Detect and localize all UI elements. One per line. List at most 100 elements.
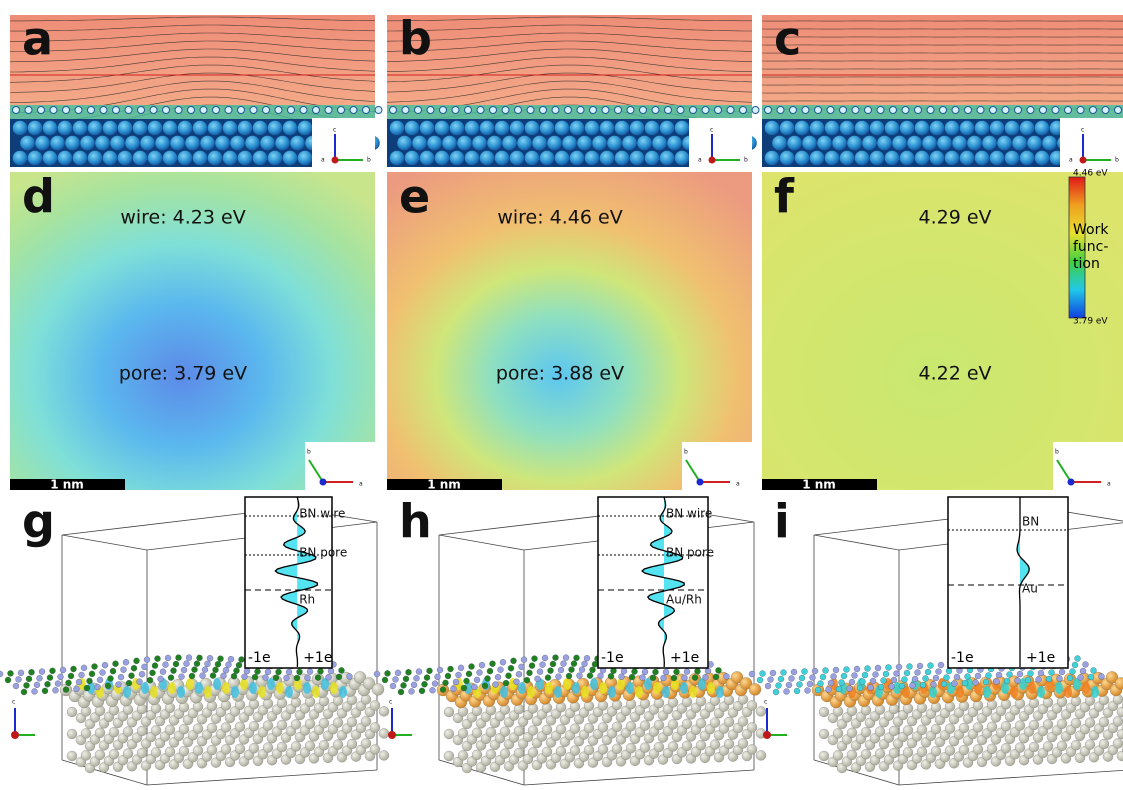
inset bbox=[245, 497, 332, 668]
atom bbox=[892, 136, 907, 151]
bn-atom bbox=[965, 107, 972, 114]
charge-density bbox=[339, 686, 347, 698]
cell-edge bbox=[524, 770, 754, 785]
bn-atom bbox=[495, 674, 501, 680]
atom bbox=[20, 136, 35, 151]
bn-atom bbox=[181, 667, 187, 673]
bn-atom bbox=[862, 672, 868, 678]
bn-atom bbox=[776, 683, 782, 689]
bn-atom bbox=[242, 674, 248, 680]
atom bbox=[973, 722, 983, 732]
bn-atom bbox=[904, 670, 910, 676]
bn-atom bbox=[799, 675, 805, 681]
bn-atom bbox=[889, 684, 895, 690]
bn-atom bbox=[770, 670, 776, 676]
atom bbox=[877, 136, 892, 151]
bn-atom bbox=[663, 669, 669, 675]
atom bbox=[223, 121, 238, 136]
bn-atom bbox=[840, 107, 847, 114]
atom bbox=[598, 722, 608, 732]
atom bbox=[756, 706, 766, 716]
atom bbox=[235, 744, 245, 754]
bn-atom bbox=[983, 679, 989, 685]
atom bbox=[772, 136, 787, 151]
bn-atom bbox=[197, 655, 203, 661]
atom bbox=[1027, 136, 1042, 151]
bn-atom bbox=[946, 668, 952, 674]
atom bbox=[960, 121, 975, 136]
atom bbox=[486, 749, 496, 759]
atom bbox=[58, 121, 73, 136]
atom bbox=[178, 121, 193, 136]
charge-density bbox=[1055, 682, 1063, 694]
bn-atom bbox=[300, 107, 307, 114]
bn-atom bbox=[962, 680, 968, 686]
bn-atom bbox=[890, 107, 897, 114]
panel-label: f bbox=[774, 170, 795, 224]
bn-atom bbox=[207, 655, 213, 661]
atom bbox=[802, 136, 817, 151]
bn-atom bbox=[653, 669, 659, 675]
bn-atom bbox=[545, 675, 551, 681]
bn-atom bbox=[828, 680, 834, 686]
bn-atom bbox=[50, 107, 57, 114]
atom bbox=[238, 121, 253, 136]
atom bbox=[390, 151, 405, 166]
atom bbox=[630, 121, 645, 136]
atom bbox=[379, 706, 389, 716]
atom bbox=[817, 136, 832, 151]
bn-atom bbox=[176, 655, 182, 661]
bn-atom bbox=[839, 680, 845, 686]
charge-density bbox=[303, 682, 311, 694]
colorbar-title: func- bbox=[1073, 239, 1108, 255]
bn-atom bbox=[100, 107, 107, 114]
bn-atom bbox=[713, 674, 719, 680]
bn-atom bbox=[886, 665, 892, 671]
bn-atom bbox=[255, 669, 261, 675]
bn-atom bbox=[385, 670, 391, 676]
atom bbox=[555, 121, 570, 136]
bn-atom bbox=[757, 677, 763, 683]
charge-density bbox=[518, 682, 526, 694]
bn-atom bbox=[95, 684, 101, 690]
bn-atom bbox=[550, 661, 556, 667]
bn-atom bbox=[239, 657, 245, 663]
atom bbox=[298, 151, 313, 166]
atom bbox=[215, 136, 230, 151]
bn-atom bbox=[827, 107, 834, 114]
bn-atom bbox=[1002, 107, 1009, 114]
bn-atom bbox=[138, 107, 145, 114]
axis-origin bbox=[332, 157, 339, 164]
atom bbox=[710, 718, 720, 728]
atom bbox=[379, 750, 389, 760]
atom bbox=[1043, 719, 1053, 729]
atom bbox=[584, 745, 594, 755]
bn-atom bbox=[558, 667, 564, 673]
bn-atom bbox=[532, 656, 538, 662]
atom bbox=[263, 743, 273, 753]
bn-atom bbox=[794, 688, 800, 694]
bn-atom bbox=[1017, 671, 1023, 677]
bn-atom bbox=[1072, 662, 1078, 668]
bn-atom bbox=[692, 675, 698, 681]
bn-atom bbox=[401, 682, 407, 688]
bn-atom bbox=[629, 674, 635, 680]
bn-atom bbox=[55, 681, 61, 687]
atom bbox=[486, 727, 496, 737]
atom bbox=[540, 151, 555, 166]
bn-atom bbox=[815, 687, 821, 693]
atom bbox=[765, 151, 780, 166]
atom bbox=[133, 151, 148, 166]
bn-atom bbox=[1052, 107, 1059, 114]
atom bbox=[528, 725, 538, 735]
bn-atom bbox=[878, 684, 884, 690]
atom bbox=[435, 121, 450, 136]
bn-atom bbox=[590, 667, 596, 673]
bn-atom bbox=[598, 673, 604, 679]
atom bbox=[361, 716, 371, 726]
atom bbox=[1029, 720, 1039, 730]
atom bbox=[230, 136, 245, 151]
charge-density bbox=[1082, 682, 1090, 694]
bn-atom bbox=[820, 674, 826, 680]
bn-atom bbox=[511, 658, 517, 664]
